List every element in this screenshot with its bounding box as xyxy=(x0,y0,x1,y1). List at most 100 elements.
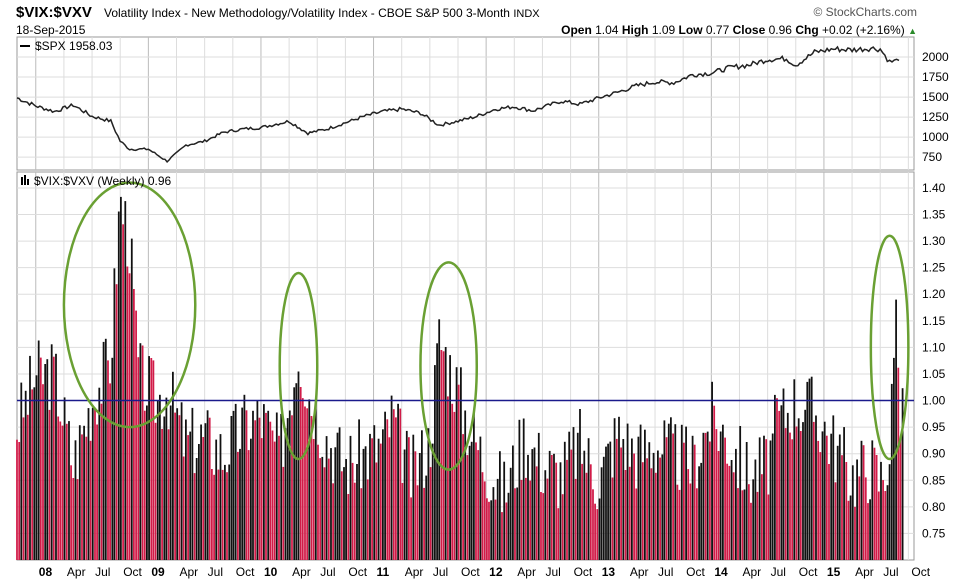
vix-y-tick-label: 1.40 xyxy=(922,181,946,195)
vix-y-tick-label: 0.85 xyxy=(922,473,946,487)
ratio-bar xyxy=(115,284,118,560)
ratio-bar xyxy=(702,432,705,560)
ratio-bar xyxy=(596,509,599,560)
chg-value: +0.02 (+2.16%) xyxy=(822,23,905,37)
ratio-bar xyxy=(667,423,670,560)
ratio-bar xyxy=(592,489,594,560)
ratio-bar xyxy=(57,416,60,560)
vix-y-tick-label: 0.80 xyxy=(922,500,946,514)
ratio-bar xyxy=(460,367,462,560)
ratio-bar xyxy=(37,340,40,560)
ratio-bar xyxy=(206,410,209,560)
ratio-bar xyxy=(150,358,153,560)
ratio-bar xyxy=(338,427,341,560)
ratio-bar xyxy=(598,498,601,560)
ratio-bar xyxy=(165,397,168,560)
ratio-bar xyxy=(46,359,49,560)
ratio-bar xyxy=(418,453,421,560)
ratio-bar xyxy=(152,360,155,560)
x-tick-label: Apr xyxy=(405,565,424,579)
ratio-bar xyxy=(65,423,68,560)
ratio-bar xyxy=(488,501,490,560)
x-tick-label: 09 xyxy=(151,565,165,579)
ratio-bar xyxy=(678,489,681,560)
ratio-bar xyxy=(618,416,620,560)
ratio-bar xyxy=(237,451,239,560)
ratio-bar xyxy=(812,421,815,560)
ratio-bar xyxy=(843,427,845,560)
ratio-bar xyxy=(172,371,174,560)
ratio-bar xyxy=(518,419,521,560)
ratio-bar xyxy=(854,506,856,560)
chart-date: 18-Sep-2015 xyxy=(16,23,86,37)
ratio-bar xyxy=(143,410,146,560)
ratio-bar xyxy=(715,429,718,560)
ohlc-readout: Open 1.04 High 1.09 Low 0.77 Close 0.96 … xyxy=(561,23,917,37)
ratio-bar xyxy=(403,449,406,560)
ratio-bar xyxy=(18,442,21,560)
ratio-bar xyxy=(748,484,750,560)
ratio-bar xyxy=(771,433,774,560)
ratio-bar xyxy=(786,412,789,560)
ratio-bar xyxy=(728,465,731,560)
vix-y-tick-label: 1.10 xyxy=(922,340,946,354)
ratio-bar xyxy=(615,438,618,560)
ratio-bar xyxy=(169,405,172,560)
ratio-bar xyxy=(735,448,737,560)
ratio-bar xyxy=(429,467,432,560)
ratio-bar xyxy=(583,450,586,560)
chg-label: Chg xyxy=(795,23,819,37)
ratio-bar xyxy=(856,459,858,560)
ratio-bar xyxy=(295,383,298,560)
x-tick-label: Apr xyxy=(742,565,761,579)
ratio-bar xyxy=(559,462,562,560)
ratio-bar xyxy=(793,379,796,560)
ratio-bar xyxy=(167,429,170,560)
ratio-bar xyxy=(486,498,488,560)
description-text: Volatility Index - New Methodology/Volat… xyxy=(104,6,510,20)
ratio-bar xyxy=(388,437,391,560)
ratio-bar xyxy=(269,421,272,560)
annotation-ellipse xyxy=(419,261,479,471)
ratio-bar xyxy=(390,395,393,560)
ratio-bar xyxy=(828,464,830,560)
ratio-bar xyxy=(371,438,373,560)
ratio-bar xyxy=(880,461,882,560)
ratio-bar xyxy=(137,357,140,560)
x-tick-label: Jul xyxy=(95,565,110,579)
annotation-ellipse xyxy=(869,234,910,461)
ratio-bar xyxy=(585,472,588,560)
ratio-bar xyxy=(533,447,536,560)
ratio-bar xyxy=(535,466,538,560)
ratio-bar xyxy=(273,441,276,560)
x-tick-label: Oct xyxy=(348,565,367,579)
ratio-bar xyxy=(319,458,322,560)
spx-y-tick-label: 1000 xyxy=(922,130,949,144)
ratio-bar xyxy=(76,479,79,560)
ratio-bar xyxy=(542,493,545,560)
ratio-bar xyxy=(286,418,289,560)
high-value: 1.09 xyxy=(651,23,676,37)
ratio-bar xyxy=(425,475,428,560)
ratio-bar xyxy=(310,416,313,560)
ratio-bar xyxy=(466,455,469,560)
ratio-bar xyxy=(124,201,127,560)
ratio-bar xyxy=(187,435,189,560)
ratio-bar xyxy=(622,439,625,560)
ratio-bar xyxy=(369,433,371,560)
x-axis: 08 Apr Jul Oct 09 Apr Jul Oct 10 Apr Jul Oct 11 Apr Ju… xyxy=(39,565,931,579)
ratio-bar xyxy=(706,431,709,560)
spx-y-tick-label: 2000 xyxy=(922,50,949,64)
ratio-bar xyxy=(836,445,839,560)
x-tick-label: Jul xyxy=(208,565,223,579)
ratio-bar xyxy=(50,344,53,560)
ratio-bar xyxy=(343,467,345,560)
ratio-bar xyxy=(897,367,900,560)
ratio-bar xyxy=(758,437,761,560)
ratio-bar xyxy=(256,400,259,560)
ratio-bar xyxy=(607,443,609,560)
ratio-bar xyxy=(39,357,42,560)
ratio-bar xyxy=(548,450,551,560)
ratio-bar xyxy=(765,439,768,560)
ratio-bar xyxy=(544,470,547,560)
